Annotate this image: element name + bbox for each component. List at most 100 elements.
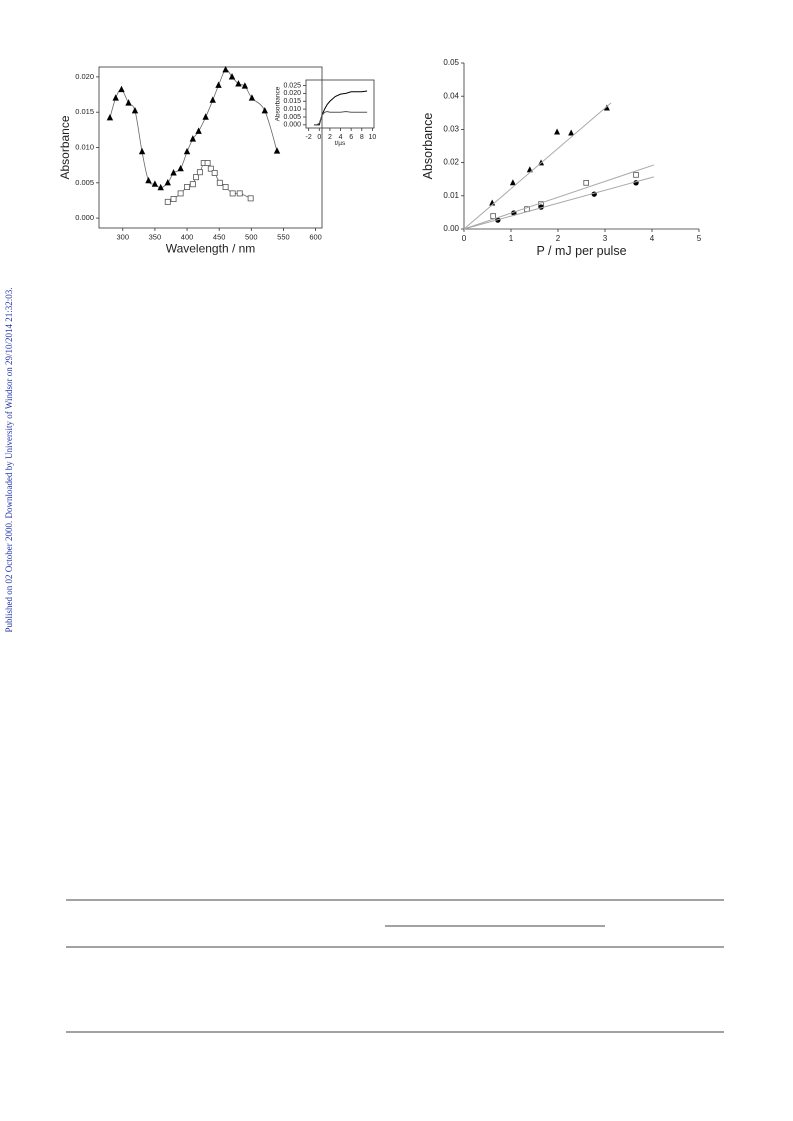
y-tick-label: 0.05	[443, 58, 459, 67]
data-line	[463, 102, 612, 230]
y-tick-label: 0.025	[283, 82, 301, 89]
plot-frame	[305, 79, 375, 129]
triangle-point	[248, 94, 256, 101]
x-tick-label: 0	[462, 234, 467, 243]
triangle-point	[241, 82, 249, 89]
square-point	[170, 196, 177, 203]
y-tick-label: 0.020	[283, 90, 301, 97]
x-tick-label: 4	[339, 134, 343, 141]
x-tick-label: 300	[117, 232, 130, 241]
triangle-point	[118, 85, 125, 93]
triangle-point	[151, 180, 159, 187]
fit-curve	[109, 69, 278, 189]
triangle-point	[183, 147, 191, 155]
triangle-point	[170, 169, 177, 176]
triangle-point	[177, 164, 184, 172]
square-point	[490, 213, 496, 219]
x-tick-label: 2	[556, 234, 561, 243]
x-tick-label: 550	[277, 232, 290, 241]
y-axis-label: Absorbance	[274, 86, 281, 121]
triangle-point	[138, 147, 146, 155]
triangle-point	[603, 104, 610, 111]
y-axis-label: Absorbance	[58, 115, 72, 179]
y-tick-label: 0.015	[283, 98, 301, 105]
y-tick-label: 0.010	[283, 106, 301, 113]
square-point	[193, 174, 200, 181]
square-point	[184, 184, 191, 191]
triangle-point	[106, 114, 114, 121]
y-tick-label: 0.000	[283, 122, 301, 129]
square-point	[177, 190, 184, 197]
triangle-point	[131, 106, 139, 114]
chart: 300 350 400 450 500 550 6000.0000.0050.0100.01…	[58, 65, 323, 256]
square-point	[633, 172, 639, 178]
square-point	[236, 190, 243, 197]
x-tick-label: 2	[328, 134, 332, 141]
square-point	[189, 181, 196, 188]
y-tick-label: 0.010	[75, 142, 94, 151]
square-point	[222, 184, 229, 191]
x-tick-label: 5	[697, 234, 702, 243]
triangle-point	[554, 128, 561, 135]
triangle-point	[235, 80, 242, 87]
x-tick-label: 600	[309, 232, 322, 241]
y-tick-label: 0.005	[75, 178, 94, 187]
triangle-point	[209, 96, 216, 103]
x-tick-label: 6	[349, 134, 353, 141]
data-line	[463, 176, 655, 230]
triangle-point	[112, 94, 119, 101]
triangle-point	[195, 127, 202, 134]
square-point	[583, 180, 589, 186]
y-tick-label: 0.03	[443, 125, 459, 134]
y-tick-label: 0.01	[443, 191, 459, 200]
x-tick-label: 400	[181, 232, 194, 241]
square-point	[211, 169, 218, 176]
x-axis-label: P / mJ per pulse	[536, 244, 626, 258]
x-tick-label: 500	[245, 232, 258, 241]
download-notice: Published on 02 October 2000. Downloaded…	[4, 288, 14, 633]
triangle-point	[228, 73, 236, 80]
y-tick-label: 0.015	[75, 107, 94, 116]
triangle-point	[261, 106, 269, 114]
triangle-point	[145, 176, 152, 184]
y-tick-label: 0.00	[443, 224, 459, 233]
square-point	[216, 179, 223, 186]
triangle-point	[202, 113, 209, 120]
x-tick-label: 4	[650, 234, 655, 243]
x-tick-label: 8	[360, 134, 364, 141]
x-tick-label: 450	[213, 232, 226, 241]
x-tick-label: 350	[149, 232, 162, 241]
y-tick-label: 0.02	[443, 158, 459, 167]
square-point	[204, 160, 211, 166]
square-point	[229, 190, 236, 197]
triangle-point	[164, 178, 171, 186]
x-axis-label: Wavelength / nm	[166, 242, 256, 256]
triangle-point	[189, 135, 197, 142]
y-tick-label: 0.005	[283, 114, 301, 121]
square-point	[207, 165, 214, 172]
y-tick-label: 0.020	[75, 72, 94, 81]
square-point	[164, 198, 171, 205]
x-tick-label: 0	[317, 134, 321, 141]
triangle-point	[125, 99, 132, 106]
triangle-point	[568, 129, 575, 136]
triangle-point	[222, 65, 229, 73]
x-tick-label: -2	[306, 134, 312, 141]
x-axis-label: t/µs	[335, 140, 346, 147]
square-point	[247, 195, 254, 202]
square-point	[196, 169, 203, 176]
y-tick-label: 0.04	[443, 91, 459, 100]
y-tick-label: 0.000	[75, 213, 94, 222]
data-line	[313, 110, 368, 126]
triangle-point	[509, 179, 516, 186]
triangle-point	[157, 183, 164, 191]
triangle-point	[273, 147, 281, 154]
chart: 0 1 2 3 4 5 0.00 0.01 0.02 0.03 0.04 0.05 P / mJ per…	[421, 58, 702, 258]
x-tick-label: 3	[603, 234, 608, 243]
x-tick-label: 10	[369, 134, 377, 141]
triangle-point	[215, 81, 222, 88]
x-tick-label: 1	[509, 234, 514, 243]
